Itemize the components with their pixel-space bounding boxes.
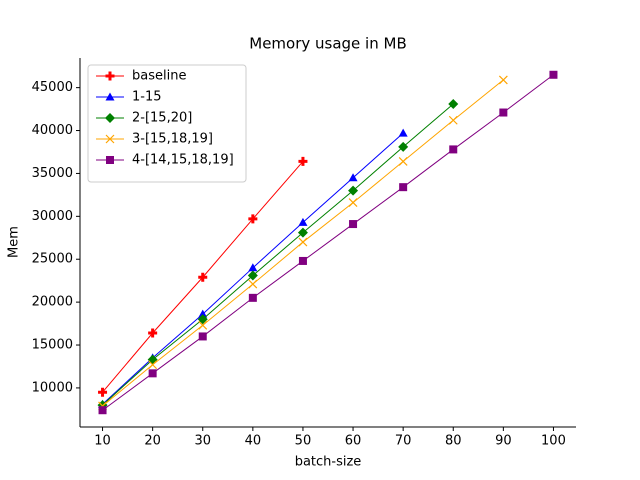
series-line — [102, 74, 554, 411]
marker — [398, 157, 408, 166]
marker — [148, 360, 158, 370]
marker — [148, 369, 157, 378]
y-tick-label: 35000 — [32, 166, 73, 181]
legend-marker — [105, 92, 115, 101]
marker — [198, 332, 207, 341]
marker — [198, 272, 208, 282]
x-tick-label: 80 — [445, 434, 462, 449]
y-tick-label: 30000 — [32, 209, 73, 224]
series-line — [102, 103, 454, 406]
legend-marker — [105, 134, 115, 144]
marker — [499, 108, 508, 117]
y-tick-label: 25000 — [32, 252, 73, 267]
x-tick-label: 60 — [345, 434, 362, 449]
marker — [549, 70, 558, 79]
legend-marker — [105, 113, 115, 123]
x-tick-label: 90 — [495, 434, 512, 449]
y-tick-label: 45000 — [32, 80, 73, 95]
marker — [248, 263, 258, 272]
marker — [498, 75, 508, 85]
chart-title: Memory usage in MB — [249, 35, 406, 53]
marker — [247, 270, 258, 281]
marker — [248, 293, 257, 302]
y-tick-label: 10000 — [32, 380, 73, 395]
x-tick-label: 70 — [395, 434, 412, 449]
legend-box — [87, 64, 247, 183]
y-axis-label: Mem — [7, 226, 22, 258]
y-tick-label: 40000 — [32, 123, 73, 138]
marker — [198, 320, 208, 330]
marker — [148, 328, 158, 338]
x-tick-label: 10 — [94, 434, 111, 449]
legend-label: 3-[15,18,19] — [132, 132, 213, 147]
marker — [448, 98, 459, 109]
marker — [449, 145, 458, 154]
marker — [98, 387, 108, 397]
y-tick-label: 20000 — [32, 295, 73, 310]
marker — [197, 314, 208, 325]
legend-label: 4-[14,15,18,19] — [132, 153, 234, 168]
x-tick-label: 100 — [541, 434, 566, 449]
marker — [98, 406, 107, 415]
marker — [398, 128, 408, 137]
y-tick-label: 15000 — [32, 338, 73, 353]
legend-label: baseline — [132, 69, 186, 84]
marker — [297, 227, 308, 238]
x-axis-label: batch-size — [295, 455, 362, 470]
marker — [248, 279, 258, 289]
marker — [298, 217, 308, 226]
x-tick-label: 40 — [245, 434, 262, 449]
legend-marker — [106, 156, 114, 164]
legend-label: 2-[15,20] — [132, 111, 192, 126]
marker — [298, 237, 308, 247]
marker — [298, 256, 307, 265]
marker — [398, 141, 409, 152]
marker — [348, 173, 358, 182]
x-tick-label: 50 — [295, 434, 312, 449]
marker — [248, 214, 258, 224]
marker — [349, 220, 358, 229]
marker — [348, 185, 359, 196]
marker — [198, 309, 208, 318]
x-tick-label: 30 — [194, 434, 211, 449]
x-tick-label: 20 — [144, 434, 161, 449]
marker — [348, 198, 358, 208]
marker — [298, 156, 308, 166]
legend-label: 1-15 — [132, 90, 162, 105]
marker — [448, 115, 458, 125]
legend-marker — [105, 71, 115, 81]
marker — [399, 183, 408, 192]
